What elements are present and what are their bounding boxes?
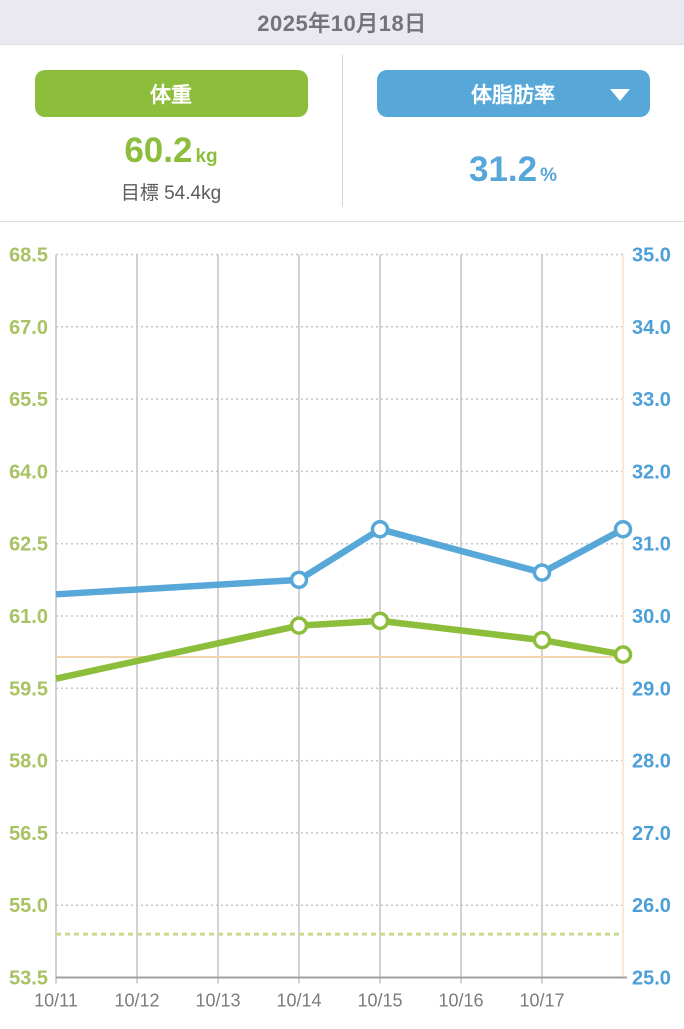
- x-axis-tick-label: 10/13: [195, 991, 240, 1011]
- left-axis-tick-label: 58.0: [9, 751, 48, 773]
- trend-chart[interactable]: 68.5 67.0 65.5 64.0 62.5 61.0 59.5 58.0 56.5 55.0…: [0, 222, 684, 1029]
- bodyfat-unit: %: [540, 164, 558, 186]
- weight-unit: kg: [195, 146, 218, 167]
- left-axis-tick-label: 55.0: [9, 895, 48, 917]
- weight-button-label: 体重: [150, 83, 192, 107]
- series-body_fat-marker: [532, 563, 552, 582]
- series-weight-marker: [613, 645, 633, 664]
- bodyfat-metric: 体脂肪率 31.2%: [342, 45, 684, 221]
- header: 2025年10月18日: [0, 0, 684, 45]
- right-axis-tick-label: 31.0: [632, 534, 671, 556]
- left-axis-tick-label: 68.5: [9, 245, 48, 267]
- right-axis-tick-label: 28.0: [632, 751, 671, 773]
- weight-goal-text: 目標 54.4kg: [120, 183, 222, 204]
- series-body_fat-line: [55, 525, 625, 598]
- x-axis-tick-label: 10/11: [34, 991, 78, 1011]
- series-weight-marker: [370, 611, 390, 631]
- right-axis-tick-label: 26.0: [632, 895, 671, 917]
- series-body_fat-marker: [370, 519, 390, 539]
- right-axis-tick-label: 29.0: [632, 678, 671, 700]
- series-weight-marker: [532, 630, 552, 650]
- trend-chart-svg: 68.5 67.0 65.5 64.0 62.5 61.0 59.5 58.0 56.5 55.0…: [9, 245, 671, 1011]
- panel-divider: [342, 55, 343, 207]
- left-axis-tick-label: 59.5: [9, 678, 48, 700]
- metrics-panel: 体重 60.2 kg 目標 54.4kg 体脂肪率 31.2%: [0, 45, 684, 222]
- left-axis-tick-label: 56.5: [9, 823, 48, 845]
- right-axis-tick-label: 32.0: [632, 461, 671, 483]
- weight-metric-body: 60.2 kg 目標 54.4kg: [0, 117, 342, 221]
- x-axis-tick-label: 10/16: [438, 991, 483, 1011]
- right-axis-tick-label: 27.0: [632, 823, 671, 845]
- series-weight-marker: [289, 616, 309, 635]
- x-axis-tick-label: 10/12: [114, 991, 159, 1011]
- series-body_fat-marker: [613, 519, 633, 539]
- bodyfat-dropdown-button[interactable]: 体脂肪率: [376, 70, 650, 117]
- right-axis-tick-label: 25.0: [632, 968, 671, 990]
- left-axis-tick-label: 65.5: [9, 389, 48, 411]
- bodyfat-value: 31.2%: [469, 152, 557, 187]
- x-axis-tick-label: 10/14: [276, 991, 321, 1011]
- series-weight-line: [55, 617, 624, 682]
- right-axis-tick-label: 33.0: [632, 389, 671, 411]
- weight-value: 60.2 kg: [124, 133, 217, 168]
- right-axis-tick-label: 30.0: [632, 606, 671, 628]
- series-body_fat-marker: [289, 570, 309, 590]
- left-axis-tick-label: 53.5: [9, 968, 48, 990]
- left-axis-tick-label: 62.5: [9, 534, 48, 556]
- left-axis-tick-label: 67.0: [9, 317, 48, 339]
- right-axis-tick-label: 35.0: [632, 245, 671, 267]
- x-axis-tick-label: 10/17: [519, 991, 564, 1011]
- bodyfat-number: 31.2: [468, 149, 538, 189]
- bodyfat-button-label: 体脂肪率: [471, 83, 555, 107]
- x-axis-tick-label: 10/15: [357, 991, 402, 1011]
- right-axis-tick-label: 34.0: [632, 317, 671, 339]
- caret-down-icon: [609, 88, 630, 101]
- header-date: 2025年10月18日: [257, 11, 427, 36]
- weight-number: 60.2: [124, 131, 193, 170]
- weight-button[interactable]: 体重: [34, 70, 308, 117]
- left-axis-tick-label: 61.0: [9, 606, 48, 628]
- left-axis-tick-label: 64.0: [9, 461, 48, 483]
- bodyfat-metric-body: 31.2%: [342, 117, 684, 221]
- weight-metric: 体重 60.2 kg 目標 54.4kg: [0, 45, 342, 221]
